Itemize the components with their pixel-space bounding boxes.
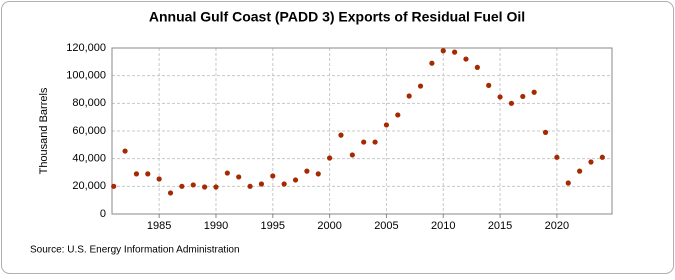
- point: [565, 180, 571, 186]
- x-tick-label: 2015: [488, 220, 512, 232]
- point: [315, 171, 321, 177]
- point: [372, 139, 378, 145]
- point: [122, 148, 128, 154]
- y-tick-label: 80,000: [72, 97, 106, 109]
- point: [440, 48, 446, 54]
- point: [497, 94, 503, 100]
- point: [508, 100, 515, 106]
- y-tick-label: 100,000: [66, 70, 106, 82]
- point: [463, 56, 469, 62]
- point: [247, 183, 253, 189]
- point: [349, 152, 355, 158]
- point: [133, 171, 140, 177]
- point: [406, 93, 412, 99]
- point: [111, 183, 117, 189]
- point: [554, 154, 560, 160]
- point: [338, 132, 344, 138]
- x-tick-label: 2020: [545, 220, 569, 232]
- point: [179, 183, 185, 189]
- point: [531, 89, 537, 95]
- point: [452, 49, 458, 55]
- point: [361, 139, 367, 145]
- point: [395, 112, 401, 118]
- point: [520, 93, 526, 100]
- point: [145, 171, 151, 177]
- x-tick-label: 1990: [204, 220, 228, 232]
- x-tick-label: 2010: [431, 220, 455, 232]
- point: [190, 182, 196, 188]
- point: [383, 122, 390, 128]
- y-axis-label: Thousand Barrels: [38, 87, 50, 174]
- point: [213, 184, 219, 190]
- point: [236, 174, 242, 180]
- point: [429, 60, 435, 66]
- point: [281, 181, 287, 187]
- point: [167, 190, 174, 196]
- point: [202, 184, 208, 190]
- point: [474, 64, 480, 70]
- point: [417, 83, 424, 89]
- point: [156, 176, 162, 182]
- x-tick-label: 1985: [147, 220, 171, 232]
- source: Source: U.S. Energy Information Administ…: [30, 245, 240, 256]
- y-tick-label: 120,000: [66, 42, 106, 54]
- y-tick-label: 20,000: [72, 180, 106, 192]
- y-tick-label: 0: [100, 208, 106, 220]
- point: [327, 155, 333, 161]
- point: [258, 181, 265, 187]
- point: [270, 173, 276, 179]
- plot-area: [111, 47, 613, 215]
- point: [224, 170, 230, 176]
- x-tick-label: 1995: [261, 220, 285, 232]
- chart-title: Annual Gulf Coast (PADD 3) Exports of Re…: [149, 9, 525, 25]
- frame: [1, 1, 674, 274]
- point: [577, 168, 583, 174]
- point: [588, 159, 594, 165]
- y-tick-label: 60,000: [72, 125, 106, 137]
- point: [486, 82, 492, 88]
- point: [542, 129, 549, 135]
- point: [599, 154, 605, 160]
- point: [292, 177, 299, 183]
- point: [304, 168, 310, 174]
- x-tick-label: 2005: [374, 220, 398, 232]
- x-tick-label: 2000: [317, 220, 341, 232]
- y-tick-label: 40,000: [72, 153, 106, 165]
